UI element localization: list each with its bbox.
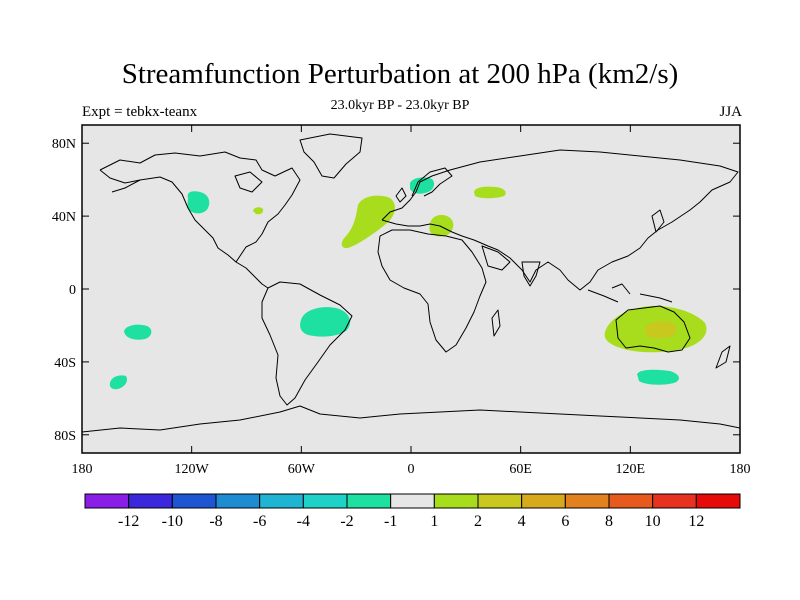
- colorbar-swatch: [84, 493, 130, 509]
- colorbar-swatch: [695, 493, 741, 509]
- coastline-central-america: [235, 261, 269, 289]
- axis-ticks: [81, 125, 741, 453]
- anomaly-australia-core: [645, 321, 677, 339]
- colorbar-label: -4: [297, 513, 310, 530]
- anomaly-south-pacific-southeast: [109, 375, 128, 390]
- lon-label: 120W: [175, 462, 210, 477]
- colorbar-label: -6: [253, 513, 266, 530]
- anomaly-south-pacific-east: [124, 324, 152, 340]
- coastline-japan: [651, 209, 665, 233]
- lat-label: 80N: [52, 137, 76, 152]
- colorbar-swatch: [346, 493, 392, 509]
- coastline-greenland: [299, 133, 363, 179]
- lon-label: 60E: [509, 462, 532, 477]
- coastline-arabia: [481, 245, 511, 271]
- anomaly-north-america-west: [187, 191, 210, 214]
- season-label: JJA: [719, 104, 742, 120]
- coastlines: [82, 133, 740, 433]
- colorbar-swatch: [521, 493, 566, 509]
- colorbar-label: -12: [118, 513, 139, 530]
- colorbar-swatch: [128, 493, 173, 509]
- colorbar-label: 4: [518, 513, 526, 530]
- colorbar-label: -8: [209, 513, 222, 530]
- anomaly-south-atlantic: [300, 307, 351, 337]
- coastline-africa: [377, 229, 487, 353]
- experiment-label: Expt = tebkx-teanx: [82, 104, 198, 120]
- colorbar-label: 6: [561, 513, 569, 530]
- colorbar-labels: -12 -10 -8 -6 -4 -2 -1 1 2 4 6 8 10 12: [118, 513, 704, 530]
- colorbar-label: 2: [474, 513, 482, 530]
- coastline-british-isles: [395, 187, 407, 203]
- colorbar-label: -2: [340, 513, 353, 530]
- colorbar-swatch: [564, 493, 610, 509]
- colorbar-swatch: [433, 493, 479, 509]
- map-background: [82, 125, 740, 453]
- lat-label: 0: [69, 283, 76, 298]
- colorbar-label: 10: [645, 513, 661, 530]
- anomaly-south-of-australia: [637, 369, 679, 385]
- anomaly-north-atlantic: [341, 195, 395, 249]
- lon-label: 0: [408, 462, 415, 477]
- coastline-antarctica: [82, 405, 740, 433]
- colorbar-swatch: [390, 493, 435, 509]
- coastline-new-zealand: [715, 345, 731, 369]
- colorbar-swatch: [477, 493, 523, 509]
- colorbar-swatch: [171, 493, 217, 509]
- anomaly-scandinavia: [410, 177, 435, 194]
- coastline-scandinavia: [411, 167, 453, 197]
- longitude-labels: 180 120W 60W 0 60E 120E 180: [72, 462, 751, 477]
- lat-label: 40N: [52, 210, 76, 225]
- coastline-eurasia: [381, 149, 739, 291]
- colorbar-swatch: [652, 493, 697, 509]
- anomaly-great-lakes: [253, 207, 264, 215]
- lon-label: 180: [730, 462, 751, 477]
- colorbar-label: -10: [162, 513, 183, 530]
- plot-title: Streamfunction Perturbation at 200 hPa (…: [121, 58, 679, 90]
- coastline-south-america: [261, 281, 353, 406]
- colorbar: [84, 493, 741, 509]
- coastline-alaska: [111, 179, 141, 193]
- coastline-indonesia: [587, 283, 673, 303]
- colorbar-swatch: [302, 493, 348, 509]
- colorbar-label: 1: [430, 513, 438, 530]
- latitude-labels: 80N 40N 0 40S 80S: [52, 137, 76, 444]
- colorbar-label: -1: [384, 513, 397, 530]
- colorbar-swatch: [215, 493, 261, 509]
- anomaly-mediterranean: [429, 214, 454, 237]
- lat-label: 80S: [54, 429, 76, 444]
- colorbar-swatch: [259, 493, 304, 509]
- coastline-north-america: [99, 151, 301, 263]
- coastline-madagascar: [491, 309, 501, 337]
- colorbar-swatch: [608, 493, 654, 509]
- coastline-india: [521, 261, 541, 287]
- plot-subtitle: 23.0kyr BP - 23.0kyr BP: [330, 98, 470, 113]
- coastline-australia: [615, 305, 691, 353]
- lat-label: 40S: [54, 356, 76, 371]
- lon-label: 180: [72, 462, 93, 477]
- lon-label: 120E: [616, 462, 646, 477]
- anomaly-layer: [109, 177, 707, 390]
- anomaly-caspian: [474, 186, 506, 199]
- coastline-hudson-bay: [234, 171, 263, 193]
- lon-label: 60W: [288, 462, 316, 477]
- colorbar-label: 8: [605, 513, 613, 530]
- colorbar-label: 12: [688, 513, 704, 530]
